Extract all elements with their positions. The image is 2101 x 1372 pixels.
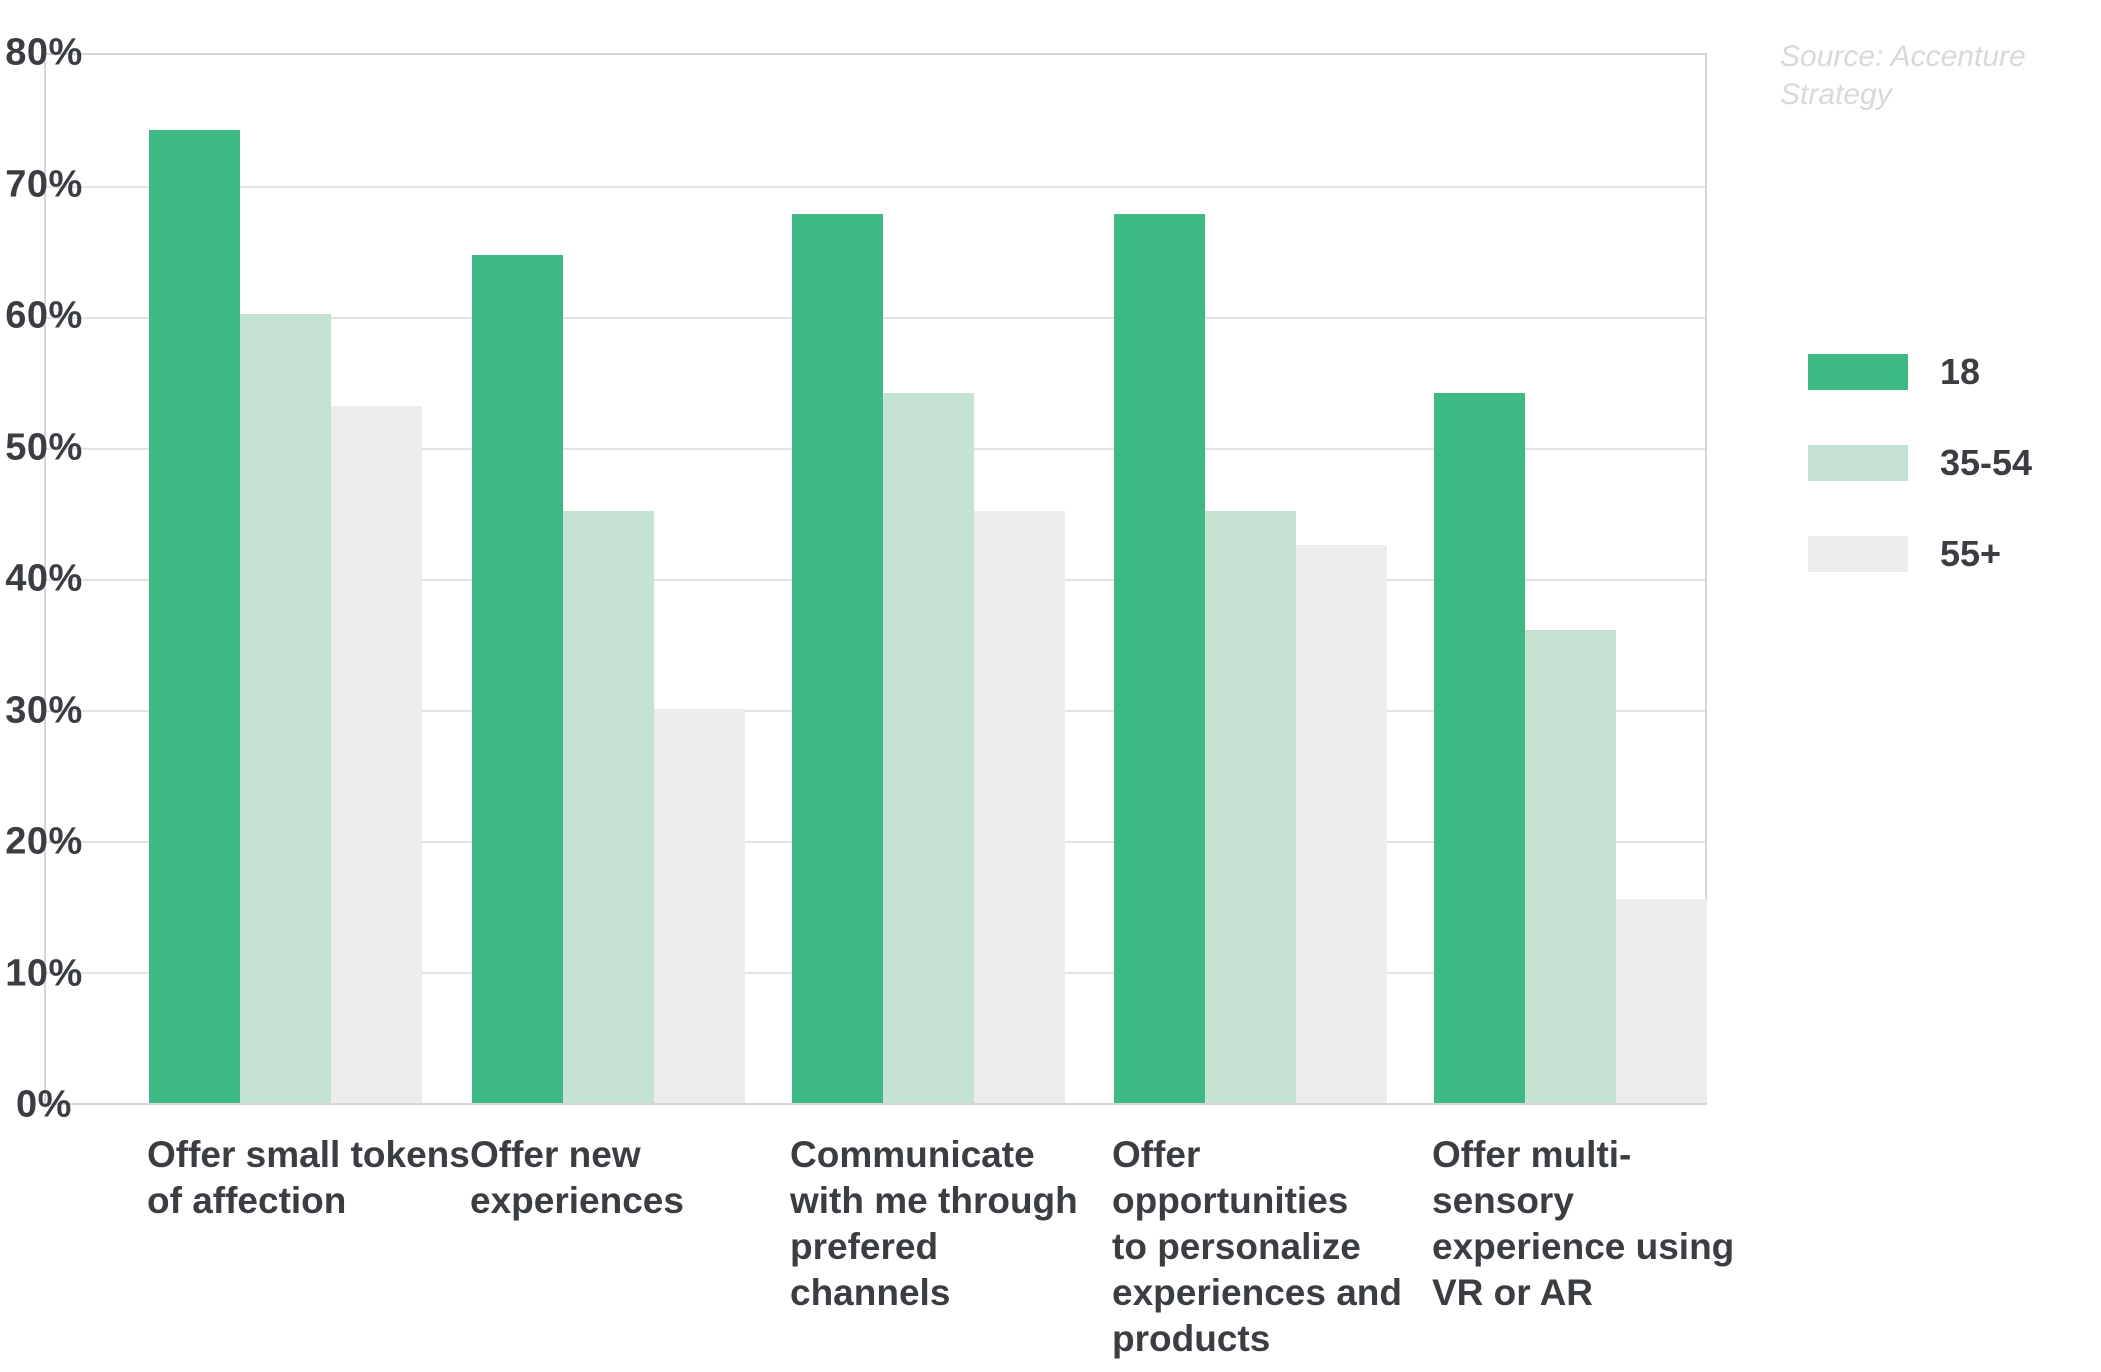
- category-label-line: to personalize: [1112, 1226, 1361, 1267]
- category-label-line: opportunities: [1112, 1180, 1349, 1221]
- y-axis-label-50: 50%: [5, 426, 83, 468]
- bar-55+-category-1: [331, 406, 422, 1103]
- category-label-line: Offer new: [470, 1134, 641, 1175]
- category-label-line: products: [1112, 1318, 1271, 1359]
- category-label-3: Communicate with me through prefered cha…: [790, 1132, 1078, 1316]
- bar-18-category-2: [472, 254, 563, 1103]
- category-label-2: Offer new experiences: [470, 1132, 684, 1224]
- y-axis-label-10: 10%: [5, 952, 83, 994]
- bar-35-54-category-5: [1525, 629, 1616, 1103]
- category-label-line: experiences and: [1112, 1272, 1402, 1313]
- legend-swatch-55plus: [1808, 536, 1908, 572]
- bar-55+-category-4: [1296, 545, 1387, 1103]
- category-label-4: Offer opportunities to personalize exper…: [1112, 1132, 1402, 1362]
- category-label-line: Offer small tokens: [147, 1134, 470, 1175]
- category-label-line: channels: [790, 1272, 951, 1313]
- legend-label-55plus: 55+: [1940, 533, 2002, 574]
- category-label-line: Offer multi-: [1432, 1134, 1632, 1175]
- bar-35-54-category-3: [883, 392, 974, 1103]
- category-label-line: VR or AR: [1432, 1272, 1594, 1313]
- legend-item-35-54: 35-54: [1808, 442, 2032, 484]
- legend-item-18: 18: [1808, 351, 2032, 393]
- gridline-70pct: [46, 186, 1705, 188]
- category-label-line: experience using: [1432, 1226, 1735, 1267]
- bar-55+-category-5: [1616, 899, 1707, 1103]
- bar-18-category-4: [1114, 214, 1205, 1103]
- category-label-line: with me through: [790, 1180, 1078, 1221]
- bar-18-category-5: [1434, 392, 1525, 1103]
- category-label-line: Communicate: [790, 1134, 1035, 1175]
- bar-18-category-1: [149, 129, 240, 1103]
- category-label-1: Offer small tokens of affection: [147, 1132, 470, 1224]
- legend-label-18: 18: [1940, 351, 1981, 392]
- bar-35-54-category-1: [240, 314, 331, 1103]
- bar-18-category-3: [792, 214, 883, 1103]
- bar-55+-category-2: [654, 708, 745, 1103]
- source-note-line-1: Source: Accenture: [1780, 40, 2026, 73]
- legend: 18 35-54 55+: [1808, 351, 2032, 575]
- category-label-line: sensory: [1432, 1180, 1574, 1221]
- legend-item-55plus: 55+: [1808, 533, 2032, 575]
- bar-35-54-category-2: [563, 511, 654, 1103]
- legend-swatch-35-54: [1808, 445, 1908, 481]
- y-axis-label-0: 0%: [16, 1083, 72, 1126]
- legend-swatch-18: [1808, 354, 1908, 390]
- y-axis-label-70: 70%: [5, 163, 83, 205]
- legend-label-35-54: 35-54: [1940, 442, 2033, 483]
- source-note: Source: Accenture Strategy: [1780, 38, 2026, 114]
- category-label-line: prefered: [790, 1226, 939, 1267]
- source-note-line-2: Strategy: [1780, 78, 1892, 111]
- y-axis-label-20: 20%: [5, 820, 83, 863]
- bar-35-54-category-4: [1205, 511, 1296, 1103]
- y-axis-label-30: 30%: [5, 689, 83, 731]
- category-label-line: of affection: [147, 1180, 347, 1221]
- category-label-5: Offer multi- sensory experience using VR…: [1432, 1132, 1734, 1316]
- y-axis-label-80: 80%: [5, 31, 83, 74]
- y-axis-label-60: 60%: [5, 294, 83, 337]
- y-axis-label-40: 40%: [5, 557, 83, 600]
- category-label-line: Offer: [1112, 1134, 1201, 1175]
- plot-area: [44, 53, 1707, 1105]
- bar-55+-category-3: [974, 511, 1065, 1103]
- category-label-line: experiences: [470, 1180, 684, 1221]
